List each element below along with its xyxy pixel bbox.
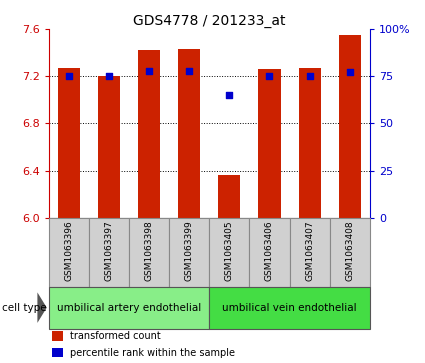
- Bar: [129, 218, 169, 287]
- Text: GSM1063397: GSM1063397: [105, 221, 113, 281]
- Text: GSM1063398: GSM1063398: [144, 221, 154, 281]
- Point: [266, 73, 273, 79]
- Bar: [218, 175, 241, 218]
- Bar: [52, 331, 63, 341]
- Bar: [98, 76, 120, 218]
- Bar: [58, 68, 80, 218]
- Bar: [339, 35, 361, 218]
- Text: transformed count: transformed count: [70, 331, 161, 341]
- Bar: [289, 218, 330, 287]
- Text: umbilical artery endothelial: umbilical artery endothelial: [57, 303, 201, 313]
- Title: GDS4778 / 201233_at: GDS4778 / 201233_at: [133, 14, 286, 28]
- Text: GSM1063408: GSM1063408: [345, 221, 354, 281]
- Bar: [298, 68, 320, 218]
- Point: [186, 68, 193, 73]
- Bar: [249, 218, 289, 287]
- Point: [346, 70, 353, 76]
- Point: [146, 68, 153, 73]
- Text: percentile rank within the sample: percentile rank within the sample: [70, 348, 235, 358]
- Polygon shape: [37, 293, 47, 323]
- Bar: [258, 69, 280, 218]
- Point: [306, 73, 313, 79]
- Text: umbilical vein endothelial: umbilical vein endothelial: [222, 303, 357, 313]
- Bar: [209, 218, 249, 287]
- Bar: [89, 218, 129, 287]
- Point: [65, 73, 72, 79]
- Bar: [169, 218, 209, 287]
- Text: cell type: cell type: [2, 303, 47, 313]
- Text: GSM1063405: GSM1063405: [225, 221, 234, 281]
- Bar: [330, 218, 370, 287]
- Text: GSM1063407: GSM1063407: [305, 221, 314, 281]
- Bar: [49, 287, 209, 329]
- Bar: [52, 348, 63, 358]
- Bar: [49, 218, 89, 287]
- Point: [226, 92, 233, 98]
- Text: GSM1063406: GSM1063406: [265, 221, 274, 281]
- Point: [106, 73, 113, 79]
- Bar: [138, 50, 160, 218]
- Text: GSM1063399: GSM1063399: [185, 221, 194, 281]
- Text: GSM1063396: GSM1063396: [65, 221, 74, 281]
- Bar: [209, 287, 370, 329]
- Bar: [178, 49, 200, 218]
